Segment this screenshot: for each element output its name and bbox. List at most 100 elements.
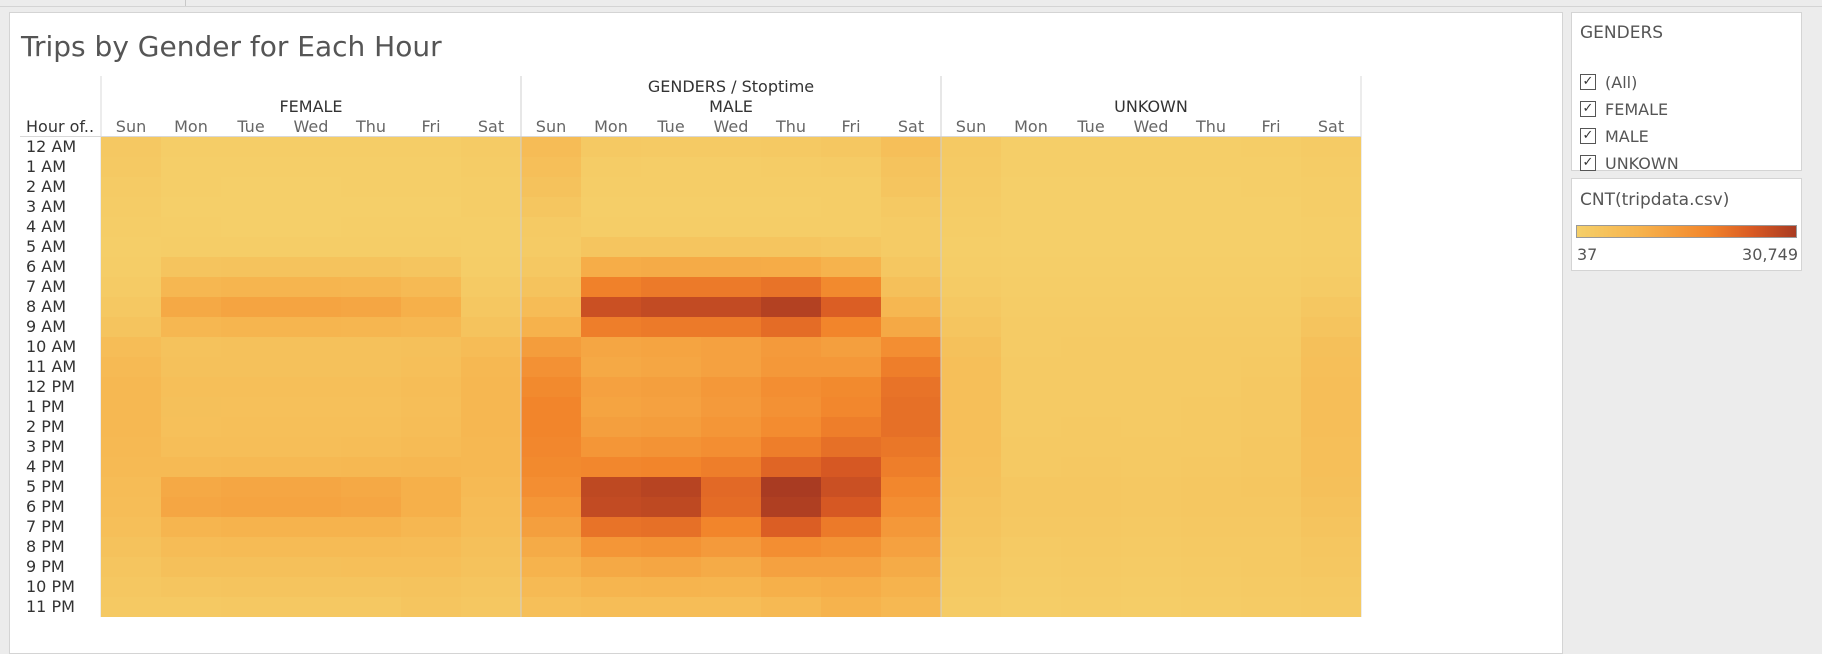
- heatmap-cell-female-fri-21: [401, 557, 461, 577]
- heatmap-cell-unkown-sat-1: [1301, 157, 1361, 177]
- heatmap-cell-female-mon-12: [161, 377, 221, 397]
- heatmap-cell-female-thu-5: [341, 237, 401, 257]
- heatmap-cell-female-tue-8: [221, 297, 281, 317]
- heatmap-cell-female-sun-13: [101, 397, 161, 417]
- heatmap-cell-unkown-thu-9: [1181, 317, 1241, 337]
- checkbox-checked-icon[interactable]: ✓: [1580, 155, 1596, 171]
- heatmap-cell-female-sun-12: [101, 377, 161, 397]
- heatmap-cell-unkown-mon-22: [1001, 577, 1061, 597]
- heatmap-cell-female-mon-18: [161, 497, 221, 517]
- heatmap-cell-male-tue-16: [641, 457, 701, 477]
- heatmap-cell-unkown-thu-16: [1181, 457, 1241, 477]
- heatmap-cell-female-tue-12: [221, 377, 281, 397]
- checkbox-checked-icon[interactable]: ✓: [1580, 128, 1596, 144]
- heatmap-cell-unkown-sun-22: [941, 577, 1001, 597]
- heatmap-cell-unkown-sat-9: [1301, 317, 1361, 337]
- heatmap-cell-female-wed-23: [281, 597, 341, 617]
- heatmap-cell-unkown-sat-10: [1301, 337, 1361, 357]
- heatmap-cell-female-tue-7: [221, 277, 281, 297]
- chart-title: Trips by Gender for Each Hour: [21, 30, 442, 63]
- heatmap-cell-male-thu-4: [761, 217, 821, 237]
- heatmap-cell-unkown-fri-15: [1241, 437, 1301, 457]
- heatmap-cell-unkown-sat-17: [1301, 477, 1361, 497]
- heatmap-cell-male-tue-6: [641, 257, 701, 277]
- heatmap-cell-unkown-thu-7: [1181, 277, 1241, 297]
- hour-tick-label: 5 AM: [26, 237, 66, 256]
- heatmap-cell-female-sun-21: [101, 557, 161, 577]
- heatmap-cell-unkown-sun-1: [941, 157, 1001, 177]
- heatmap-cell-unkown-fri-4: [1241, 217, 1301, 237]
- heatmap-cell-female-sun-14: [101, 417, 161, 437]
- heatmap-cell-unkown-sat-21: [1301, 557, 1361, 577]
- filter-option-female[interactable]: ✓ FEMALE: [1580, 96, 1795, 122]
- heatmap-cell-male-wed-23: [701, 597, 761, 617]
- heatmap-cell-male-sat-8: [881, 297, 941, 317]
- heatmap-cell-female-thu-13: [341, 397, 401, 417]
- filter-option-label: MALE: [1605, 126, 1649, 146]
- heatmap-cell-unkown-mon-3: [1001, 197, 1061, 217]
- heatmap-cell-female-tue-21: [221, 557, 281, 577]
- heatmap-cell-unkown-sat-20: [1301, 537, 1361, 557]
- heatmap-cell-male-wed-9: [701, 317, 761, 337]
- hour-tick-label: 1 PM: [26, 397, 65, 416]
- filter-option-male[interactable]: ✓ MALE: [1580, 123, 1795, 149]
- heatmap-cell-unkown-fri-0: [1241, 137, 1301, 157]
- heatmap-cell-unkown-tue-3: [1061, 197, 1121, 217]
- heatmap-cell-male-sat-23: [881, 597, 941, 617]
- heatmap-cell-unkown-mon-19: [1001, 517, 1061, 537]
- heatmap-cell-male-thu-11: [761, 357, 821, 377]
- heatmap-cell-male-sun-4: [521, 217, 581, 237]
- heatmap-cell-unkown-sat-5: [1301, 237, 1361, 257]
- heatmap-cell-female-thu-0: [341, 137, 401, 157]
- checkbox-checked-icon[interactable]: ✓: [1580, 101, 1596, 117]
- heatmap-cell-unkown-wed-9: [1121, 317, 1181, 337]
- heatmap-cell-male-tue-2: [641, 177, 701, 197]
- heatmap-cell-female-thu-19: [341, 517, 401, 537]
- heatmap-cell-unkown-fri-10: [1241, 337, 1301, 357]
- heatmap-cell-female-fri-7: [401, 277, 461, 297]
- heatmap-cell-male-tue-13: [641, 397, 701, 417]
- heatmap-cell-female-mon-13: [161, 397, 221, 417]
- checkbox-checked-icon[interactable]: ✓: [1580, 74, 1596, 90]
- heatmap-cell-unkown-sat-0: [1301, 137, 1361, 157]
- heatmap-cell-female-wed-12: [281, 377, 341, 397]
- heatmap-cell-unkown-thu-2: [1181, 177, 1241, 197]
- heatmap-cell-unkown-sun-8: [941, 297, 1001, 317]
- heatmap-cell-female-mon-14: [161, 417, 221, 437]
- filter-option-all[interactable]: ✓ (All): [1580, 69, 1795, 95]
- heatmap-cell-unkown-thu-18: [1181, 497, 1241, 517]
- heatmap-cell-male-fri-19: [821, 517, 881, 537]
- hour-tick-label: 1 AM: [26, 157, 66, 176]
- heatmap-cell-unkown-sun-2: [941, 177, 1001, 197]
- heatmap-cell-unkown-mon-4: [1001, 217, 1061, 237]
- heatmap-cell-female-fri-19: [401, 517, 461, 537]
- heatmap-cell-unkown-wed-13: [1121, 397, 1181, 417]
- heatmap-cell-male-fri-3: [821, 197, 881, 217]
- heatmap-cell-female-wed-18: [281, 497, 341, 517]
- heatmap-cell-unkown-mon-10: [1001, 337, 1061, 357]
- heatmap-cell-male-tue-22: [641, 577, 701, 597]
- heatmap-cell-female-thu-15: [341, 437, 401, 457]
- heatmap-cell-male-mon-14: [581, 417, 641, 437]
- day-tick-label: Sat: [1318, 117, 1344, 136]
- heatmap-cell-female-thu-10: [341, 337, 401, 357]
- heatmap-cell-male-fri-7: [821, 277, 881, 297]
- heatmap-cell-unkown-tue-22: [1061, 577, 1121, 597]
- heatmap-cell-male-sun-11: [521, 357, 581, 377]
- heatmap-cell-female-sat-22: [461, 577, 521, 597]
- heatmap-cell-female-wed-6: [281, 257, 341, 277]
- filter-option-unkown[interactable]: ✓ UNKOWN: [1580, 150, 1795, 176]
- heatmap-cell-unkown-tue-9: [1061, 317, 1121, 337]
- heatmap-cell-female-mon-6: [161, 257, 221, 277]
- hour-tick-label: 12 AM: [26, 137, 76, 156]
- heatmap-cell-unkown-wed-1: [1121, 157, 1181, 177]
- legend-min-label: 37: [1577, 245, 1598, 264]
- heatmap-cell-unkown-thu-15: [1181, 437, 1241, 457]
- heatmap-cell-unkown-sun-16: [941, 457, 1001, 477]
- heatmap-cell-female-mon-7: [161, 277, 221, 297]
- heatmap-cell-unkown-tue-10: [1061, 337, 1121, 357]
- heatmap-cell-unkown-sat-12: [1301, 377, 1361, 397]
- heatmap-cell-male-mon-4: [581, 217, 641, 237]
- heatmap-cell-female-thu-17: [341, 477, 401, 497]
- heatmap-cell-female-wed-4: [281, 217, 341, 237]
